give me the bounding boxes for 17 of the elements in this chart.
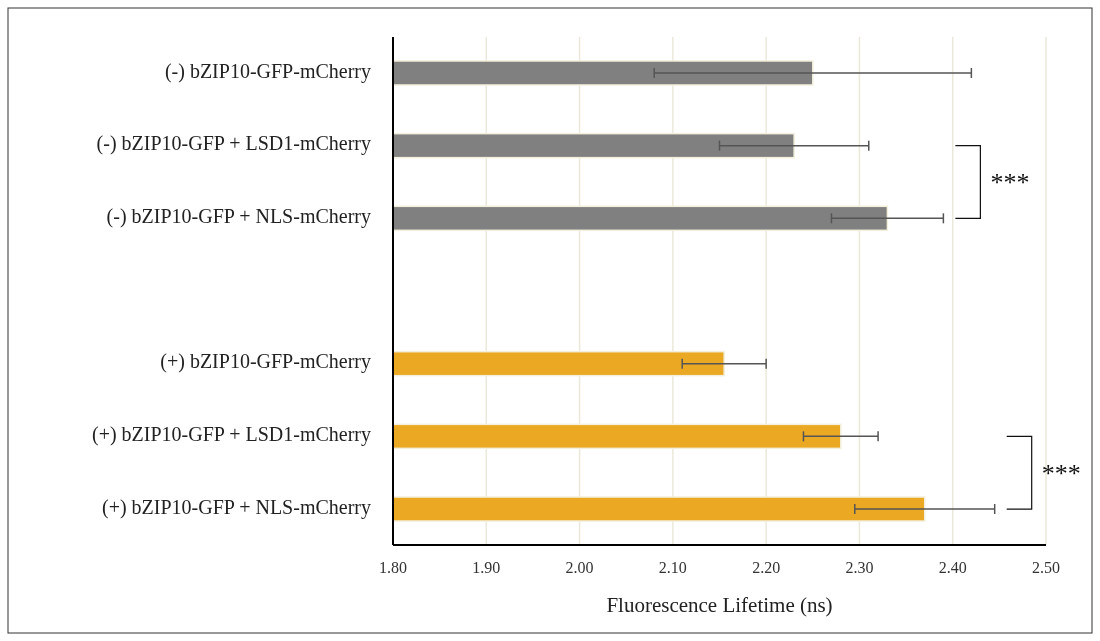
x-tick-label: 1.90 bbox=[472, 559, 501, 576]
x-tick-label: 2.40 bbox=[938, 559, 967, 576]
annotation: *** bbox=[1041, 458, 1081, 488]
x-tick-label: 2.30 bbox=[845, 559, 874, 576]
y-tick-label: (-) bZIP10-GFP + LSD1-mCherry bbox=[96, 132, 371, 156]
y-tick-label: (+) bZIP10-GFP-mCherry bbox=[160, 350, 371, 374]
x-tick-label: 2.50 bbox=[1032, 559, 1060, 576]
x-tick-label: 1.80 bbox=[379, 559, 407, 576]
annotation: *** bbox=[990, 167, 1030, 197]
x-tick-label: 2.10 bbox=[658, 559, 687, 576]
x-tick-label: 2.20 bbox=[752, 559, 781, 576]
x-tick-label: 2.00 bbox=[565, 559, 594, 576]
y-tick-label: (+) bZIP10-GFP + LSD1-mCherry bbox=[91, 422, 371, 446]
x-axis-title: Fluorescence Lifetime (ns) bbox=[606, 593, 833, 617]
y-tick-label: (+) bZIP10-GFP + NLS-mCherry bbox=[101, 495, 371, 519]
y-tick-label: (-) bZIP10-GFP + NLS-mCherry bbox=[106, 204, 371, 228]
y-tick-label: (-) bZIP10-GFP-mCherry bbox=[164, 59, 371, 83]
